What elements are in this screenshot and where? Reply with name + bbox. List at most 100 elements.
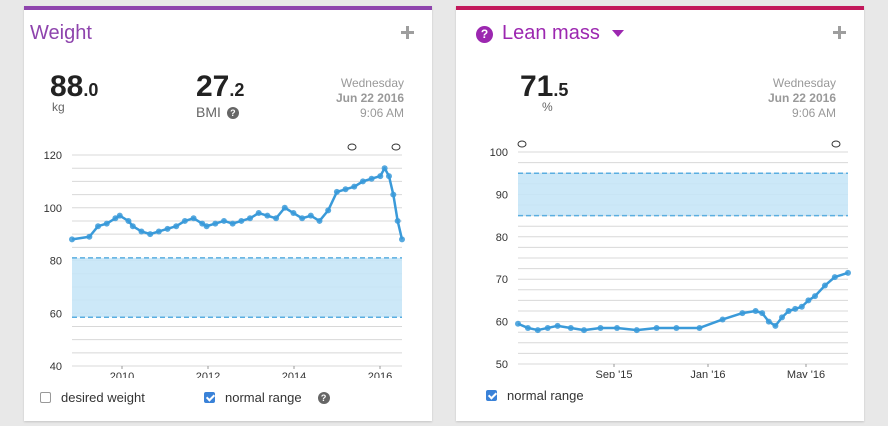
y-tick-label: 50 <box>496 359 508 371</box>
data-point <box>524 324 531 331</box>
normal-range-label: normal range <box>507 388 584 403</box>
data-point <box>273 215 280 222</box>
data-point <box>544 324 551 331</box>
data-point <box>95 223 102 230</box>
comment-icon <box>831 140 841 148</box>
lean-date-day: Jun 22 2016 <box>767 91 836 105</box>
comment-icon <box>347 143 357 151</box>
lean-date-weekday: Wednesday <box>772 76 836 90</box>
data-point <box>399 236 405 243</box>
normal-range-checkbox[interactable] <box>486 390 497 401</box>
y-tick-label: 80 <box>496 232 508 244</box>
lean-unit: % <box>542 100 553 114</box>
data-point <box>290 210 297 217</box>
bmi-label-row: BMI? <box>196 104 239 120</box>
bmi-metric: 27.2 BMI? <box>196 70 245 120</box>
x-tick-label: Sep '15 <box>596 369 633 378</box>
data-point <box>351 183 358 190</box>
x-tick-label: May '16 <box>787 369 825 378</box>
caret-down-icon[interactable] <box>612 30 624 37</box>
help-icon[interactable]: ? <box>226 107 239 120</box>
y-tick-label: 90 <box>496 189 508 201</box>
data-point <box>772 322 779 329</box>
lean-value: 71 <box>520 70 554 103</box>
bmi-value: 27 <box>196 70 230 103</box>
y-tick-label: 100 <box>490 147 508 159</box>
data-point <box>181 217 188 224</box>
data-point <box>377 173 384 180</box>
lean-mass-title[interactable]: Lean mass <box>502 22 600 44</box>
data-point <box>581 327 587 334</box>
legend-normal-range[interactable]: normal range <box>486 388 584 403</box>
weight-metric: 88.0 kg <box>50 70 98 114</box>
weight-unit: kg <box>52 100 65 114</box>
help-icon[interactable]: ? <box>317 391 330 404</box>
normal-range-checkbox[interactable] <box>204 392 215 403</box>
weight-value: 88 <box>50 70 84 103</box>
lean-decimal: .5 <box>553 80 569 100</box>
weight-date-time: 9:06 AM <box>359 106 404 120</box>
y-tick-label: 120 <box>44 150 62 162</box>
help-icon[interactable]: ? <box>476 26 493 43</box>
data-point <box>203 223 210 230</box>
data-point <box>567 324 574 331</box>
y-tick-label: 60 <box>50 308 62 320</box>
x-tick-label: 2016 <box>368 371 392 378</box>
data-point <box>798 303 805 310</box>
x-tick-label: 2012 <box>196 371 220 378</box>
desired-weight-checkbox[interactable] <box>40 392 51 403</box>
data-point <box>116 212 123 219</box>
data-point <box>614 324 620 331</box>
plus-icon[interactable] <box>401 26 414 39</box>
data-point <box>316 217 323 224</box>
data-point <box>307 212 314 219</box>
weight-date-weekday: Wednesday <box>340 76 404 90</box>
data-point <box>281 204 288 211</box>
weight-date-day: Jun 22 2016 <box>335 91 404 105</box>
data-point <box>173 223 180 230</box>
data-point <box>138 228 145 235</box>
legend-desired-weight[interactable]: desired weight <box>40 390 145 405</box>
y-tick-label: 40 <box>50 361 62 373</box>
data-point <box>515 320 521 327</box>
data-point <box>220 217 227 224</box>
data-point <box>333 188 340 195</box>
data-line <box>71 166 404 241</box>
data-point <box>759 310 766 317</box>
data-point <box>394 217 401 224</box>
data-point <box>103 220 110 227</box>
data-point <box>264 212 271 219</box>
normal-range-band <box>72 257 402 318</box>
y-tick-label: 100 <box>44 203 62 215</box>
data-point <box>199 220 206 227</box>
lean-metric: 71.5 % <box>520 70 569 114</box>
weight-card: Weight 88.0 kg 27.2 BMI? Wednesday Jun 2… <box>24 6 432 421</box>
bmi-decimal: .2 <box>229 80 245 100</box>
data-point <box>229 220 236 227</box>
data-point <box>831 274 838 281</box>
data-point <box>147 231 154 238</box>
y-tick-label: 80 <box>50 256 62 268</box>
data-point <box>342 186 349 193</box>
data-point <box>164 225 171 232</box>
comment-icon <box>391 143 401 151</box>
data-point <box>779 314 785 321</box>
data-point <box>155 228 162 235</box>
data-point <box>125 217 132 224</box>
normal-range-band <box>518 173 848 216</box>
y-tick-label: 60 <box>496 317 508 329</box>
legend-normal-range[interactable]: normal range ? <box>204 390 330 405</box>
data-point <box>785 308 792 314</box>
data-point <box>765 318 772 325</box>
data-point <box>381 165 388 172</box>
weight-date: Wednesday Jun 22 2016 9:06 AM <box>336 76 404 121</box>
data-point <box>325 207 332 214</box>
x-tick-label: 2014 <box>282 371 306 378</box>
data-point <box>696 324 703 331</box>
plus-icon[interactable] <box>833 26 846 39</box>
data-point <box>368 175 375 182</box>
data-point <box>792 305 799 312</box>
comment-icon <box>517 140 527 148</box>
bmi-label: BMI <box>196 104 221 120</box>
data-point <box>739 310 746 317</box>
